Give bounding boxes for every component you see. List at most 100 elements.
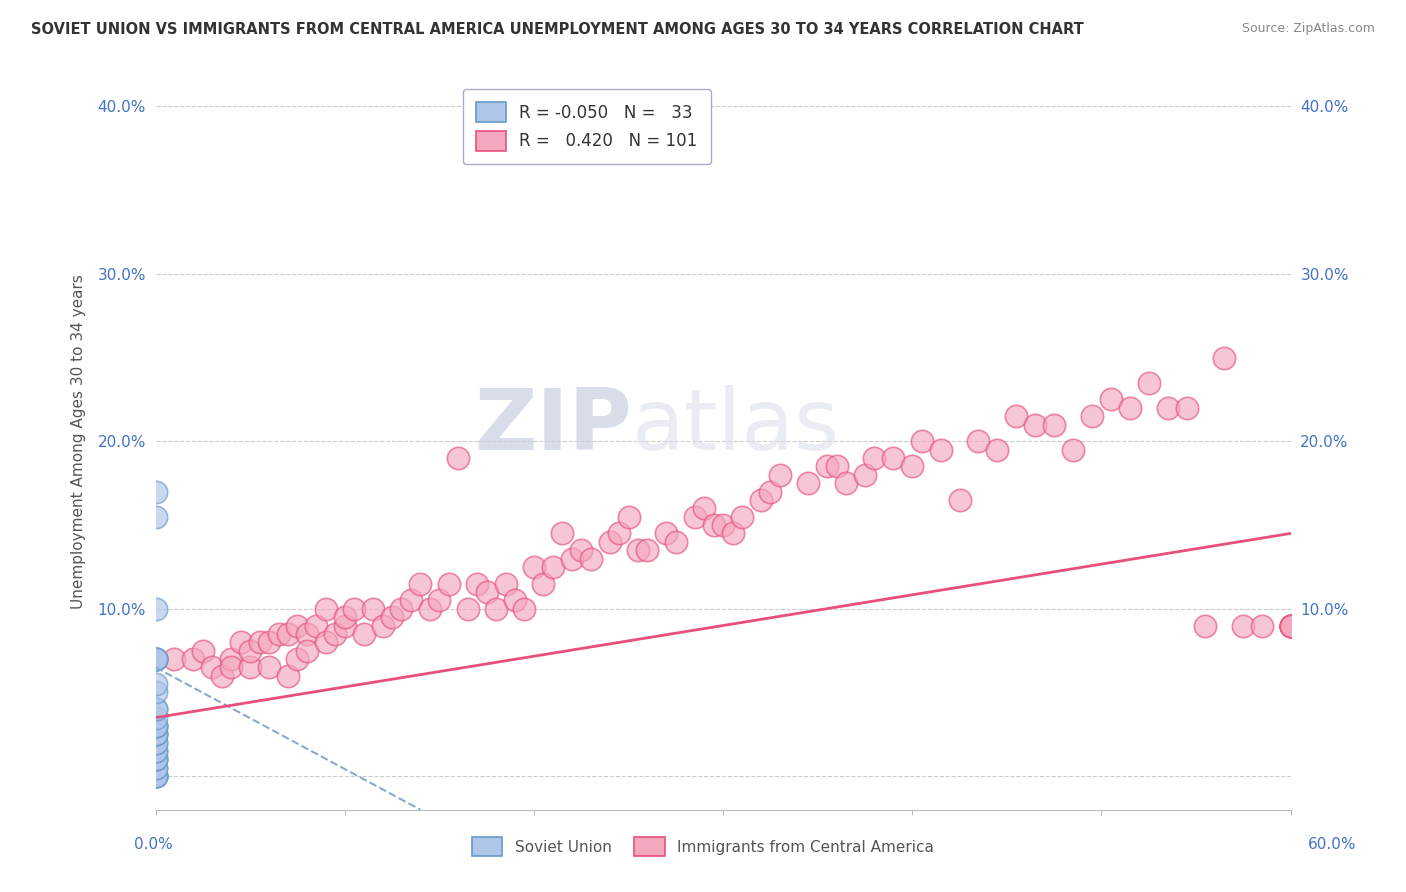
Point xyxy=(353,627,375,641)
Point xyxy=(145,652,167,666)
Point xyxy=(145,719,167,733)
Text: 60.0%: 60.0% xyxy=(1309,838,1357,852)
Point xyxy=(1279,618,1302,632)
Point xyxy=(703,518,725,533)
Point xyxy=(211,669,233,683)
Point xyxy=(495,576,517,591)
Point xyxy=(287,618,309,632)
Point xyxy=(201,660,224,674)
Point xyxy=(721,526,744,541)
Point xyxy=(1156,401,1178,415)
Point xyxy=(731,509,754,524)
Point xyxy=(683,509,706,524)
Point xyxy=(145,702,167,716)
Point xyxy=(145,652,167,666)
Point xyxy=(145,727,167,741)
Point xyxy=(607,526,630,541)
Point xyxy=(665,534,688,549)
Point xyxy=(145,769,167,783)
Point xyxy=(1081,409,1104,424)
Point xyxy=(1279,618,1302,632)
Point xyxy=(295,643,318,657)
Text: Source: ZipAtlas.com: Source: ZipAtlas.com xyxy=(1241,22,1375,36)
Point xyxy=(1279,618,1302,632)
Point xyxy=(145,761,167,775)
Point xyxy=(929,442,952,457)
Point xyxy=(863,451,886,466)
Point xyxy=(1062,442,1084,457)
Point xyxy=(145,744,167,758)
Point xyxy=(427,593,450,607)
Point xyxy=(815,459,838,474)
Point xyxy=(1175,401,1198,415)
Point xyxy=(239,643,262,657)
Point xyxy=(315,601,337,615)
Point xyxy=(447,451,470,466)
Point xyxy=(1005,409,1028,424)
Point xyxy=(145,677,167,691)
Point xyxy=(315,635,337,649)
Point xyxy=(277,627,299,641)
Point xyxy=(361,601,384,615)
Point xyxy=(749,492,772,507)
Point xyxy=(333,618,356,632)
Point xyxy=(145,601,167,615)
Text: 0.0%: 0.0% xyxy=(134,838,173,852)
Point xyxy=(1043,417,1066,432)
Point xyxy=(257,660,280,674)
Point xyxy=(1137,376,1160,390)
Point xyxy=(249,635,271,649)
Point xyxy=(1099,392,1122,407)
Point xyxy=(797,476,820,491)
Point xyxy=(333,610,356,624)
Point xyxy=(371,618,394,632)
Point xyxy=(399,593,422,607)
Point xyxy=(599,534,621,549)
Point xyxy=(145,727,167,741)
Point xyxy=(145,769,167,783)
Text: SOVIET UNION VS IMMIGRANTS FROM CENTRAL AMERICA UNEMPLOYMENT AMONG AGES 30 TO 34: SOVIET UNION VS IMMIGRANTS FROM CENTRAL … xyxy=(31,22,1084,37)
Point xyxy=(769,467,792,482)
Point xyxy=(145,719,167,733)
Point xyxy=(183,652,205,666)
Point xyxy=(531,576,554,591)
Point xyxy=(627,543,650,558)
Point xyxy=(693,501,716,516)
Y-axis label: Unemployment Among Ages 30 to 34 years: Unemployment Among Ages 30 to 34 years xyxy=(72,274,86,608)
Point xyxy=(391,601,413,615)
Point xyxy=(145,752,167,766)
Point xyxy=(911,434,934,449)
Point xyxy=(163,652,186,666)
Point xyxy=(145,484,167,499)
Point xyxy=(485,601,508,615)
Point xyxy=(257,635,280,649)
Point xyxy=(1213,351,1236,365)
Point xyxy=(145,652,167,666)
Point xyxy=(655,526,678,541)
Point xyxy=(901,459,924,474)
Point xyxy=(145,769,167,783)
Point xyxy=(191,643,214,657)
Point xyxy=(343,601,366,615)
Point xyxy=(465,576,488,591)
Point xyxy=(145,769,167,783)
Point xyxy=(419,601,441,615)
Point xyxy=(287,652,309,666)
Point xyxy=(145,769,167,783)
Point xyxy=(145,652,167,666)
Point xyxy=(1024,417,1046,432)
Point xyxy=(145,727,167,741)
Point xyxy=(1251,618,1274,632)
Point xyxy=(551,526,574,541)
Point xyxy=(523,560,546,574)
Point xyxy=(561,551,583,566)
Point xyxy=(825,459,848,474)
Point xyxy=(229,635,252,649)
Point xyxy=(145,509,167,524)
Point xyxy=(759,484,782,499)
Point xyxy=(145,719,167,733)
Point xyxy=(882,451,904,466)
Point xyxy=(145,752,167,766)
Point xyxy=(277,669,299,683)
Legend: R = -0.050   N =   33, R =   0.420   N = 101: R = -0.050 N = 33, R = 0.420 N = 101 xyxy=(463,88,711,164)
